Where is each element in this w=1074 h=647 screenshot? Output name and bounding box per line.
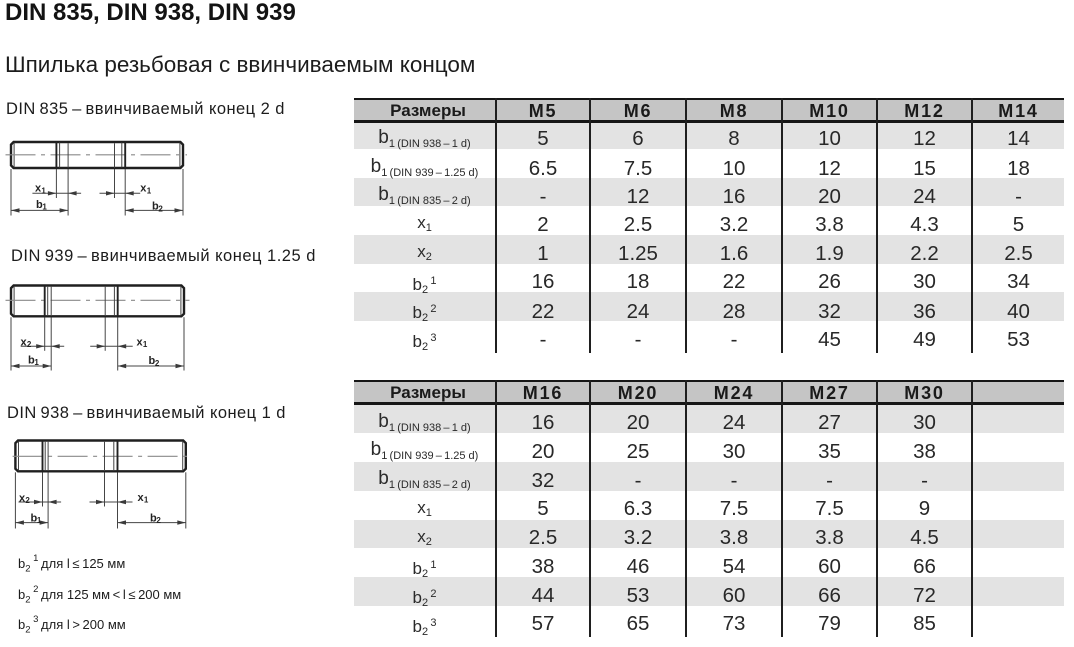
svg-text:b: b (149, 355, 156, 367)
svg-text:1: 1 (147, 187, 152, 196)
svg-text:1: 1 (144, 496, 149, 505)
svg-text:b: b (36, 199, 43, 211)
svg-text:1: 1 (34, 358, 39, 367)
svg-text:x: x (19, 492, 26, 504)
svg-text:2: 2 (158, 204, 163, 213)
svg-text:1: 1 (37, 516, 42, 525)
svg-text:2: 2 (25, 496, 30, 505)
svg-text:1: 1 (42, 203, 47, 212)
svg-text:x: x (138, 492, 145, 504)
svg-text:b: b (150, 512, 157, 524)
svg-text:b: b (28, 354, 35, 366)
svg-text:x: x (140, 183, 147, 195)
svg-text:1: 1 (41, 187, 46, 196)
svg-text:2: 2 (27, 340, 32, 349)
svg-text:2: 2 (155, 359, 160, 368)
svg-text:2: 2 (156, 516, 161, 525)
svg-text:b: b (152, 201, 159, 213)
svg-text:1: 1 (143, 340, 148, 349)
svg-text:x: x (35, 183, 42, 195)
svg-text:x: x (137, 336, 144, 348)
svg-text:b: b (31, 512, 38, 524)
svg-text:x: x (21, 336, 28, 348)
